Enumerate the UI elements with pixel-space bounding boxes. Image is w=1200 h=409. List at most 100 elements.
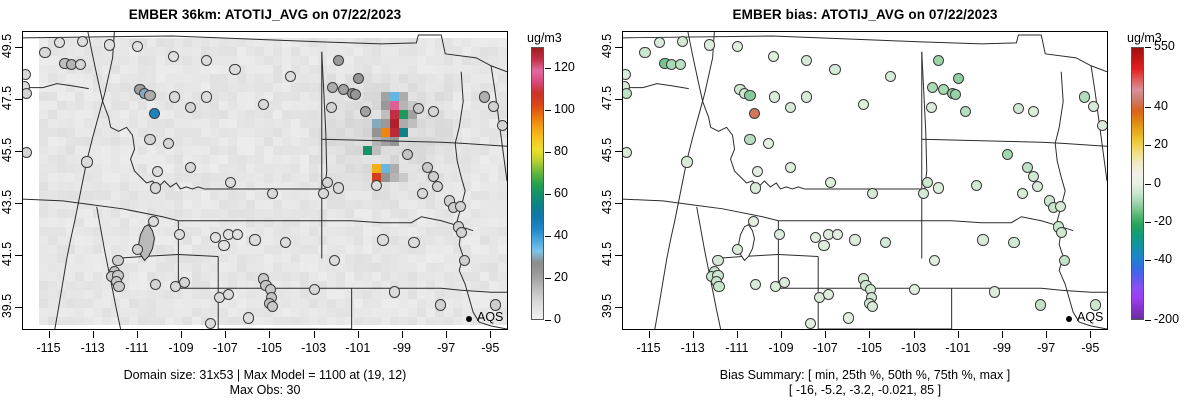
aqs-station-marker[interactable] — [1017, 187, 1029, 199]
aqs-station-marker[interactable] — [152, 165, 164, 177]
aqs-station-marker[interactable] — [388, 286, 400, 298]
aqs-station-marker[interactable] — [677, 35, 689, 47]
aqs-station-marker[interactable] — [639, 47, 651, 59]
aqs-station-marker[interactable] — [479, 91, 491, 103]
aqs-station-marker[interactable] — [681, 156, 693, 168]
aqs-station-marker[interactable] — [434, 299, 447, 311]
aqs-station-marker[interactable] — [829, 64, 841, 76]
aqs-station-marker[interactable] — [149, 278, 162, 290]
aqs-station-marker[interactable] — [218, 239, 230, 251]
aqs-station-marker[interactable] — [752, 165, 764, 177]
aqs-station-marker[interactable] — [487, 100, 500, 112]
aqs-station-marker[interactable] — [785, 101, 797, 113]
aqs-station-marker[interactable] — [81, 156, 93, 168]
aqs-station-marker[interactable] — [328, 255, 341, 267]
aqs-station-marker[interactable] — [747, 216, 759, 228]
aqs-station-marker[interactable] — [459, 255, 471, 267]
aqs-station-marker[interactable] — [490, 299, 502, 311]
aqs-station-marker[interactable] — [267, 187, 279, 199]
aqs-station-marker[interactable] — [909, 283, 921, 295]
aqs-station-marker[interactable] — [112, 255, 124, 267]
aqs-station-marker[interactable] — [977, 234, 989, 246]
aqs-station-marker[interactable] — [23, 69, 31, 81]
aqs-station-marker[interactable] — [774, 229, 786, 241]
aqs-station-marker[interactable] — [732, 40, 744, 52]
aqs-station-marker[interactable] — [800, 55, 812, 67]
aqs-station-marker[interactable] — [421, 161, 433, 173]
aqs-station-marker[interactable] — [822, 289, 835, 301]
aqs-station-marker[interactable] — [1059, 255, 1071, 267]
aqs-station-marker[interactable] — [933, 55, 945, 67]
aqs-station-marker[interactable] — [454, 200, 466, 212]
aqs-station-marker[interactable] — [925, 101, 937, 113]
aqs-station-marker[interactable] — [74, 58, 87, 71]
aqs-station-marker[interactable] — [185, 161, 197, 173]
aqs-station-marker[interactable] — [370, 179, 383, 191]
aqs-station-marker[interactable] — [842, 312, 854, 324]
aqs-station-marker[interactable] — [249, 234, 261, 246]
aqs-station-marker[interactable] — [309, 283, 321, 295]
aqs-station-marker[interactable] — [53, 36, 66, 48]
aqs-station-marker[interactable] — [132, 243, 144, 255]
aqs-station-marker[interactable] — [732, 243, 744, 255]
aqs-station-marker[interactable] — [712, 255, 724, 267]
aqs-station-marker[interactable] — [809, 231, 821, 243]
aqs-station-marker[interactable] — [674, 58, 687, 71]
aqs-station-marker[interactable] — [284, 70, 296, 82]
aqs-station-marker[interactable] — [144, 134, 156, 146]
map-plot-bias[interactable]: AQS — [622, 31, 1108, 330]
aqs-station-marker[interactable] — [800, 91, 812, 103]
aqs-station-marker[interactable] — [200, 91, 212, 103]
aqs-station-marker[interactable] — [1034, 299, 1047, 311]
aqs-station-marker[interactable] — [77, 35, 89, 47]
aqs-station-marker[interactable] — [1079, 91, 1091, 103]
aqs-station-marker[interactable] — [267, 300, 279, 312]
aqs-station-marker[interactable] — [377, 234, 389, 246]
aqs-station-marker[interactable] — [132, 40, 144, 52]
aqs-station-marker[interactable] — [205, 317, 217, 329]
aqs-station-marker[interactable] — [23, 147, 32, 159]
aqs-station-marker[interactable] — [23, 87, 32, 99]
aqs-station-marker[interactable] — [953, 73, 965, 85]
aqs-station-marker[interactable] — [884, 70, 896, 82]
map-plot-model[interactable]: AQS — [22, 31, 508, 330]
aqs-station-marker[interactable] — [163, 138, 175, 150]
aqs-station-marker[interactable] — [322, 177, 334, 189]
aqs-station-marker[interactable] — [703, 39, 715, 51]
aqs-station-marker[interactable] — [144, 90, 156, 102]
aqs-station-marker[interactable] — [744, 134, 756, 146]
aqs-station-marker[interactable] — [926, 82, 938, 94]
aqs-station-marker[interactable] — [749, 278, 762, 290]
aqs-station-marker[interactable] — [858, 99, 870, 111]
aqs-station-marker[interactable] — [209, 231, 221, 243]
aqs-station-marker[interactable] — [849, 234, 861, 246]
aqs-station-marker[interactable] — [333, 55, 345, 67]
aqs-station-marker[interactable] — [408, 237, 420, 249]
aqs-station-marker[interactable] — [623, 87, 632, 99]
aqs-station-marker[interactable] — [623, 147, 632, 159]
aqs-station-marker[interactable] — [1012, 103, 1024, 115]
aqs-station-marker[interactable] — [412, 103, 424, 115]
aqs-station-marker[interactable] — [623, 69, 631, 81]
aqs-station-marker[interactable] — [147, 216, 159, 228]
aqs-station-marker[interactable] — [1008, 237, 1020, 249]
aqs-station-marker[interactable] — [1031, 181, 1043, 193]
aqs-station-marker[interactable] — [922, 177, 934, 189]
aqs-station-marker[interactable] — [1054, 200, 1066, 212]
aqs-station-marker[interactable] — [317, 187, 330, 199]
aqs-station-marker[interactable] — [428, 105, 440, 117]
aqs-station-marker[interactable] — [103, 39, 115, 51]
aqs-station-marker[interactable] — [200, 55, 212, 67]
aqs-station-marker[interactable] — [805, 317, 817, 329]
aqs-station-marker[interactable] — [928, 255, 941, 267]
aqs-station-marker[interactable] — [744, 90, 756, 102]
aqs-station-marker[interactable] — [1021, 161, 1033, 173]
aqs-station-marker[interactable] — [222, 289, 235, 301]
aqs-station-marker[interactable] — [1001, 148, 1013, 160]
aqs-station-marker[interactable] — [326, 82, 338, 94]
aqs-station-marker[interactable] — [959, 105, 971, 117]
aqs-station-marker[interactable] — [149, 182, 162, 194]
aqs-station-marker[interactable] — [988, 286, 1000, 298]
aqs-station-marker[interactable] — [917, 187, 930, 199]
aqs-station-marker[interactable] — [867, 187, 879, 199]
